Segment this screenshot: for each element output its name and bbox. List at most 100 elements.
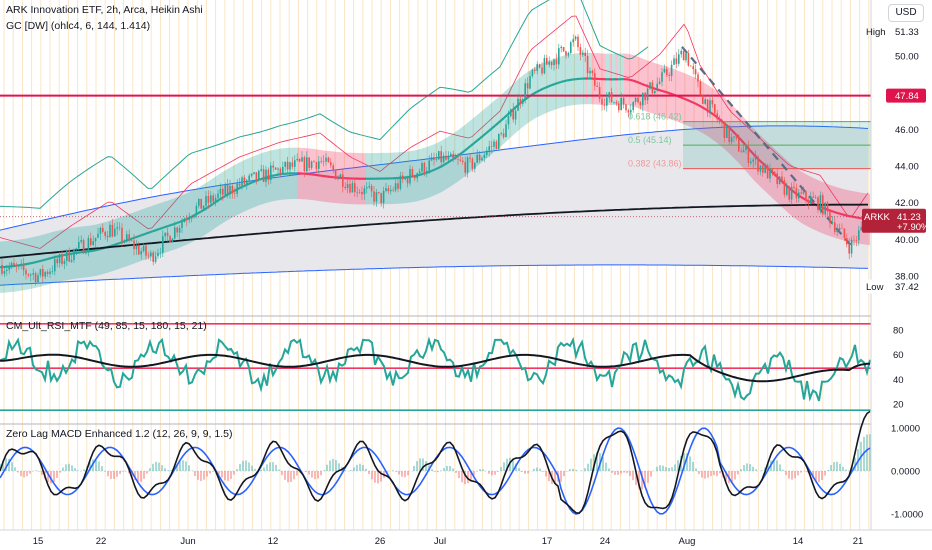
channel-midline xyxy=(134,235,139,239)
macd-histogram-bar xyxy=(521,471,523,473)
candle-body xyxy=(315,162,318,169)
macd-histogram-bar xyxy=(869,434,871,471)
candle-body xyxy=(584,52,586,56)
rsi-pane[interactable] xyxy=(0,315,932,411)
candle-body xyxy=(776,173,778,185)
macd-histogram-bar xyxy=(785,471,787,475)
candle-body xyxy=(318,161,320,169)
macd-histogram-bar xyxy=(197,471,199,480)
channel-midline xyxy=(113,242,118,247)
channel-midline xyxy=(461,149,466,154)
candle-body xyxy=(678,54,680,64)
channel-midline xyxy=(29,261,34,265)
macd-histogram-bar xyxy=(638,471,640,489)
macd-histogram-bar xyxy=(689,456,691,471)
candle-body xyxy=(18,265,20,267)
outer-red-envelope xyxy=(0,15,869,249)
candle-body xyxy=(166,232,169,236)
currency-button[interactable]: USD xyxy=(888,4,924,22)
candle-body xyxy=(735,136,738,139)
candle-body xyxy=(375,192,378,202)
macd-histogram-bar xyxy=(821,471,823,481)
candle-body xyxy=(8,266,10,270)
macd-histogram-bar xyxy=(77,470,79,471)
candle-body xyxy=(87,238,90,252)
candle-body xyxy=(6,269,8,271)
candle-body xyxy=(510,109,512,117)
channel-midline xyxy=(548,84,553,88)
candle-body xyxy=(411,168,414,177)
candle-body xyxy=(658,81,661,84)
candle-body xyxy=(795,187,798,199)
macd-histogram-bar xyxy=(656,466,658,471)
low-bg xyxy=(864,279,930,294)
macd-histogram-bar xyxy=(89,462,91,471)
macd-histogram-bar xyxy=(560,471,562,482)
candle-body xyxy=(750,161,752,164)
candle-body xyxy=(102,227,104,232)
candle-body xyxy=(481,158,483,161)
candle-body xyxy=(524,83,526,100)
macd-pane[interactable] xyxy=(0,410,932,515)
macd-histogram-bar xyxy=(59,471,61,473)
candle-body xyxy=(310,161,313,168)
ticker-label: ARKK xyxy=(864,212,891,223)
candle-body xyxy=(546,58,548,65)
candle-body xyxy=(222,188,224,195)
time-tick: 15 xyxy=(33,536,44,547)
candle-body xyxy=(690,65,692,67)
macd-histogram-bar xyxy=(221,471,223,478)
macd-histogram-bar xyxy=(311,471,313,478)
candle-body xyxy=(116,227,118,229)
channel-midline xyxy=(689,100,694,104)
time-tick: Aug xyxy=(679,536,696,547)
candle-body xyxy=(826,202,829,212)
channel-midline xyxy=(467,144,472,149)
candle-body xyxy=(42,268,44,277)
macd-histogram-bar xyxy=(407,471,409,476)
macd-histogram-bar xyxy=(782,469,784,471)
macd-histogram-bar xyxy=(431,469,433,471)
channel-midline xyxy=(434,167,439,171)
macd-histogram-bar xyxy=(95,459,97,471)
candle-body xyxy=(279,168,282,174)
macd-histogram-bar xyxy=(713,471,715,476)
candle-body xyxy=(128,234,130,241)
candle-body xyxy=(646,88,649,101)
candle-body xyxy=(608,92,610,98)
macd-histogram-bar xyxy=(707,471,709,478)
macd-histogram-bar xyxy=(287,471,289,483)
macd-histogram-bar xyxy=(326,464,328,471)
channel-midline xyxy=(800,196,805,200)
candle-body xyxy=(514,110,517,120)
candle-body xyxy=(596,85,598,88)
macd-histogram-bar xyxy=(761,470,763,471)
candle-body xyxy=(786,186,788,195)
channel-midline xyxy=(569,78,574,82)
macd-histogram-bar xyxy=(167,470,169,471)
macd-histogram-bar xyxy=(596,452,598,471)
candle-body xyxy=(846,238,848,245)
macd-histogram-bar xyxy=(818,471,820,483)
candle-body xyxy=(294,160,296,167)
candle-body xyxy=(421,162,423,172)
macd-histogram-bar xyxy=(104,471,106,472)
channel-midline xyxy=(740,139,745,144)
rsi-tick: 60 xyxy=(893,350,904,361)
channel-midline xyxy=(710,111,715,116)
macd-histogram-bar xyxy=(668,468,670,471)
candle-body xyxy=(829,211,831,223)
candle-body xyxy=(534,69,536,71)
candle-body xyxy=(603,104,606,106)
channel-midline xyxy=(791,189,796,194)
channel-midline xyxy=(830,209,835,213)
lower-blue-band xyxy=(0,264,869,286)
price-pane[interactable]: 0.618 (46.42) 0.5 (45.14) 0.382 (43.86) xyxy=(0,0,871,293)
macd-histogram-bar xyxy=(842,466,844,471)
channel-midline xyxy=(110,243,115,247)
candle-body xyxy=(802,191,805,194)
candle-body xyxy=(226,184,229,194)
macd-histogram-bar xyxy=(266,464,268,471)
candle-body xyxy=(790,186,793,200)
